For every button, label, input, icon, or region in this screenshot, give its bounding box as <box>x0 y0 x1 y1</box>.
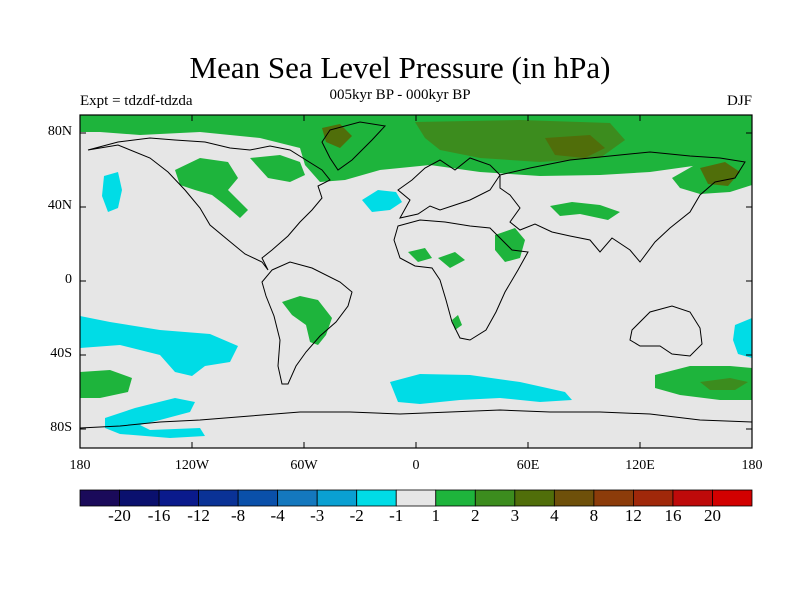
colorbar-tick-label: 4 <box>550 506 559 525</box>
south-america-coast <box>261 261 353 385</box>
x-tick-0: 0 <box>412 458 420 473</box>
colorbar-tick-label: -2 <box>349 506 364 525</box>
colorbar-tick-label: 12 <box>624 506 642 525</box>
hudson-positive-anomaly <box>250 155 305 182</box>
colorbar-swatch <box>277 489 318 507</box>
sahel-positive-anomaly <box>408 248 432 262</box>
australia-coast <box>629 305 703 357</box>
tasman-negative-anomaly <box>733 318 752 358</box>
colorbar-swatch <box>553 489 595 507</box>
y-tick-80n: 80N <box>47 124 72 139</box>
x-tick-180w: 180 <box>69 458 91 473</box>
colorbar-tick-label: -12 <box>187 506 210 525</box>
y-tick-0: 0 <box>65 272 72 287</box>
colorbar-swatch <box>119 489 160 507</box>
colorbar-tick-label: -4 <box>270 506 285 525</box>
plot-title: Mean Sea Level Pressure (in hPa) <box>189 50 611 85</box>
experiment-label: Expt = tdzdf-tdzda <box>80 93 193 109</box>
y-tick-80s: 80S <box>50 420 72 435</box>
colorbar-swatch <box>633 489 674 507</box>
antarctica-coast <box>80 409 752 429</box>
south-pacific-negative-anomaly <box>80 316 238 376</box>
greenland-coast <box>321 121 387 171</box>
colorbar-swatch <box>237 489 279 507</box>
coastlines <box>80 121 752 429</box>
colorbar-tick-label: -8 <box>231 506 246 525</box>
colorbar-tick-label: 1 <box>431 506 441 525</box>
south-indian-negative-anomaly <box>390 374 572 404</box>
north-pacific-olive-anomaly <box>700 162 740 186</box>
colorbar-tick-label: -20 <box>108 506 131 525</box>
asia-coast <box>499 151 746 263</box>
europe-coast <box>397 157 501 219</box>
x-tick-120e: 120E <box>625 458 655 473</box>
colorbar-swatch <box>712 489 753 507</box>
plot-subtitle: 005kyr BP - 000kyr BP <box>329 87 471 103</box>
central-africa-positive-anomaly <box>438 252 465 268</box>
colorbar-tick-label: 8 <box>589 506 599 525</box>
east-africa-positive-anomaly <box>495 228 525 262</box>
colorbar-tick-label: -3 <box>310 506 325 525</box>
axis-ticks <box>80 115 752 448</box>
siberia-olive-anomaly <box>545 135 605 158</box>
colorbar-swatch <box>356 489 397 507</box>
colorbar-tick-label: 2 <box>471 506 480 525</box>
colorbar-swatch <box>198 489 239 507</box>
colorbar-tick-label: 3 <box>510 506 520 525</box>
colorbar-swatch <box>158 489 199 507</box>
north-america-positive-anomaly <box>175 158 248 218</box>
colorbar-tick-label: 20 <box>703 506 721 525</box>
colorbar-swatch <box>514 489 555 507</box>
colorbar-tick-label: 16 <box>664 506 682 525</box>
colorbar-swatch <box>672 489 713 507</box>
x-tick-60w: 60W <box>290 458 318 473</box>
pressure-anomaly-shading <box>80 115 752 438</box>
y-tick-40n: 40N <box>47 198 72 213</box>
colorbar <box>79 489 753 507</box>
x-tick-180e: 180 <box>741 458 763 473</box>
antarctic-pacific-negative-anomaly <box>105 398 205 438</box>
colorbar-tick-label: -1 <box>389 506 404 525</box>
southern-ocean-east-dark-anomaly <box>700 378 748 390</box>
colorbar-swatch <box>79 489 120 507</box>
colorbar-tick-label: -16 <box>147 506 171 525</box>
colorbar-swatch <box>435 489 476 507</box>
south-pacific-positive-anomaly <box>80 370 132 398</box>
x-tick-120w: 120W <box>174 458 210 473</box>
season-label: DJF <box>726 93 752 109</box>
colorbar-swatch <box>316 489 358 507</box>
colorbar-swatch <box>395 489 437 507</box>
y-tick-40s: 40S <box>50 346 72 361</box>
x-tick-60e: 60E <box>516 458 540 473</box>
africa-coast <box>393 219 529 341</box>
north-pacific-negative-anomaly <box>102 172 122 212</box>
west-asia-positive-anomaly <box>550 202 620 220</box>
colorbar-swatch <box>474 489 516 507</box>
north-america-coast <box>87 137 331 271</box>
south-america-positive-anomaly <box>282 296 332 345</box>
north-atlantic-negative-anomaly <box>362 190 402 212</box>
colorbar-swatch <box>593 489 634 507</box>
